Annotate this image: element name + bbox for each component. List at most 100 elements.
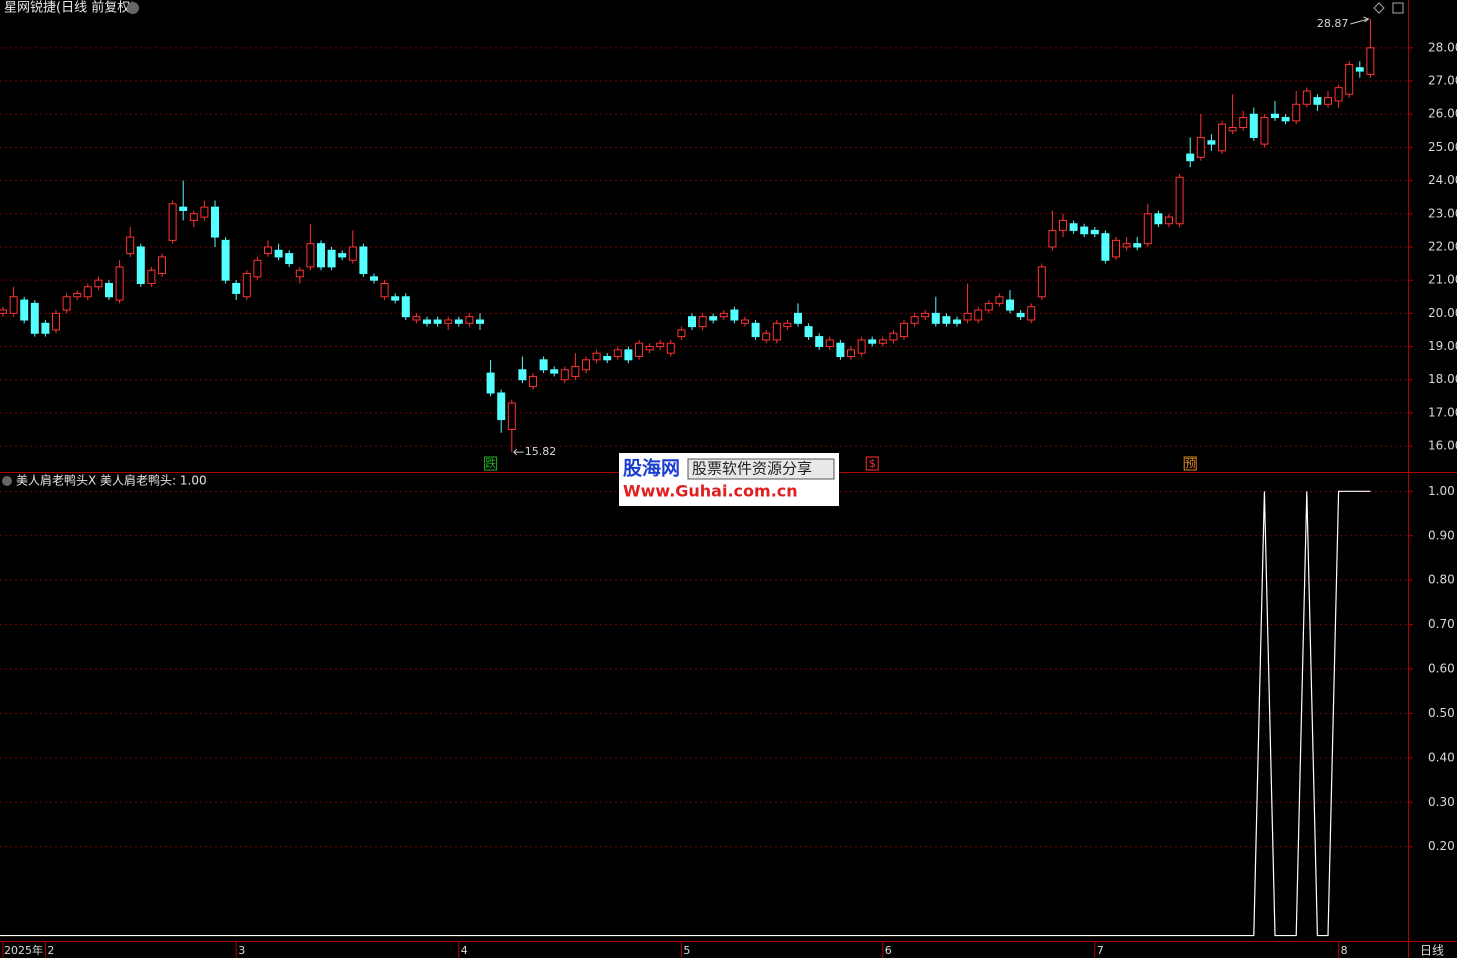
y-tick-label: 22.00 bbox=[1428, 239, 1457, 253]
candle-body bbox=[1345, 63, 1354, 95]
candle-body bbox=[423, 319, 431, 324]
menu-icon[interactable] bbox=[2, 476, 12, 486]
window-button[interactable] bbox=[1392, 2, 1404, 14]
candle-body bbox=[1122, 243, 1131, 248]
candle-body bbox=[1324, 97, 1332, 105]
candle-body bbox=[1271, 113, 1279, 119]
watermark-url: Www.Guhai.com.cn bbox=[623, 482, 798, 501]
candle-body bbox=[1037, 266, 1046, 298]
signal-label: 跌 bbox=[485, 456, 496, 470]
option-button[interactable] bbox=[1373, 2, 1385, 14]
candle-body bbox=[1154, 213, 1163, 225]
candle-body bbox=[465, 316, 474, 324]
candle-body bbox=[454, 319, 463, 324]
candle-body bbox=[380, 282, 389, 298]
indicator-line bbox=[0, 490, 1371, 937]
y-tick-label: 28.00 bbox=[1428, 40, 1457, 54]
candle-body bbox=[147, 269, 156, 284]
candle-body bbox=[783, 322, 792, 328]
candle-body bbox=[1355, 67, 1364, 72]
y-tick-label: 20.00 bbox=[1428, 306, 1457, 320]
candle-body bbox=[921, 312, 930, 318]
candle-body bbox=[1281, 117, 1290, 122]
y-tick-label: 16.00 bbox=[1428, 439, 1457, 453]
y-tick-label: 21.00 bbox=[1428, 273, 1457, 287]
candle-body bbox=[1207, 140, 1216, 145]
watermark-slogan-box bbox=[687, 458, 835, 480]
candle-body bbox=[815, 336, 824, 348]
y-tick-label: 24.00 bbox=[1428, 173, 1457, 187]
candle-body bbox=[645, 346, 654, 351]
candle-body bbox=[942, 316, 951, 324]
candle-body bbox=[253, 259, 262, 278]
candle-body bbox=[136, 246, 145, 284]
candle-body bbox=[1260, 117, 1269, 145]
candle-body bbox=[974, 309, 983, 321]
candle-body bbox=[804, 326, 813, 338]
menu-icon[interactable] bbox=[127, 2, 139, 14]
candle-body bbox=[179, 206, 188, 211]
candle-body bbox=[560, 369, 569, 381]
x-tick-label: 8 bbox=[1341, 944, 1348, 957]
candle-body bbox=[41, 322, 50, 334]
candle-body bbox=[719, 312, 728, 318]
y-tick-label: 0.80 bbox=[1428, 573, 1455, 587]
candle-body bbox=[1228, 127, 1237, 132]
candle-body bbox=[1196, 136, 1205, 158]
candle-body bbox=[677, 329, 686, 338]
candle-body bbox=[1165, 216, 1173, 225]
candle-body bbox=[539, 359, 548, 371]
candle-body bbox=[889, 332, 898, 341]
candle-body bbox=[878, 339, 887, 344]
candle-body bbox=[412, 316, 421, 321]
candle-body bbox=[836, 342, 845, 357]
y-tick-label: 19.00 bbox=[1428, 339, 1457, 353]
candle-body bbox=[370, 276, 378, 281]
candle-body bbox=[995, 296, 1004, 304]
candle-body bbox=[1133, 243, 1142, 248]
candle-body bbox=[931, 312, 940, 324]
candle-body bbox=[306, 243, 315, 268]
candle-body bbox=[1186, 153, 1195, 162]
x-tick-label: 7 bbox=[1097, 944, 1104, 957]
candle-body bbox=[232, 282, 241, 294]
candle-body bbox=[592, 352, 601, 361]
candle-body bbox=[105, 282, 113, 298]
low-arrow bbox=[513, 448, 524, 456]
candle-body bbox=[73, 292, 82, 298]
candle-body bbox=[963, 312, 972, 321]
candle-body bbox=[1366, 47, 1375, 75]
candle-body bbox=[0, 309, 7, 314]
x-tick-label: 2025年 bbox=[4, 943, 43, 957]
candle-body bbox=[1143, 213, 1152, 245]
candle-body bbox=[1175, 176, 1184, 225]
signal-label: 预 bbox=[1185, 457, 1196, 470]
candle-body bbox=[158, 256, 166, 275]
candle-body bbox=[497, 392, 506, 421]
candle-body bbox=[264, 246, 272, 255]
candle-body bbox=[189, 213, 198, 221]
y-tick-label: 0.30 bbox=[1428, 795, 1455, 809]
candle-body bbox=[847, 349, 855, 357]
candle-body bbox=[1027, 306, 1036, 321]
candle-body bbox=[666, 342, 675, 354]
candle-body bbox=[9, 296, 18, 314]
y-tick-label: 0.70 bbox=[1428, 617, 1455, 631]
y-tick-label: 23.00 bbox=[1428, 206, 1457, 220]
candle-body bbox=[1313, 97, 1322, 105]
candle-body bbox=[613, 349, 622, 357]
candle-body bbox=[1069, 223, 1078, 231]
candle-body bbox=[1239, 117, 1248, 129]
candle-body bbox=[317, 243, 325, 268]
x-tick-label: 5 bbox=[683, 944, 690, 957]
candle-body bbox=[900, 322, 908, 338]
watermark-slogan: 股票软件资源分享 bbox=[692, 460, 812, 478]
candle-body bbox=[1249, 113, 1258, 138]
candle-body bbox=[401, 296, 410, 318]
x-tick-label: 3 bbox=[238, 944, 245, 957]
candle-body bbox=[221, 239, 230, 281]
candle-body bbox=[550, 369, 559, 374]
candle-body bbox=[285, 253, 294, 265]
y-tick-label: 0.20 bbox=[1428, 839, 1455, 853]
candle-body bbox=[1090, 229, 1099, 235]
